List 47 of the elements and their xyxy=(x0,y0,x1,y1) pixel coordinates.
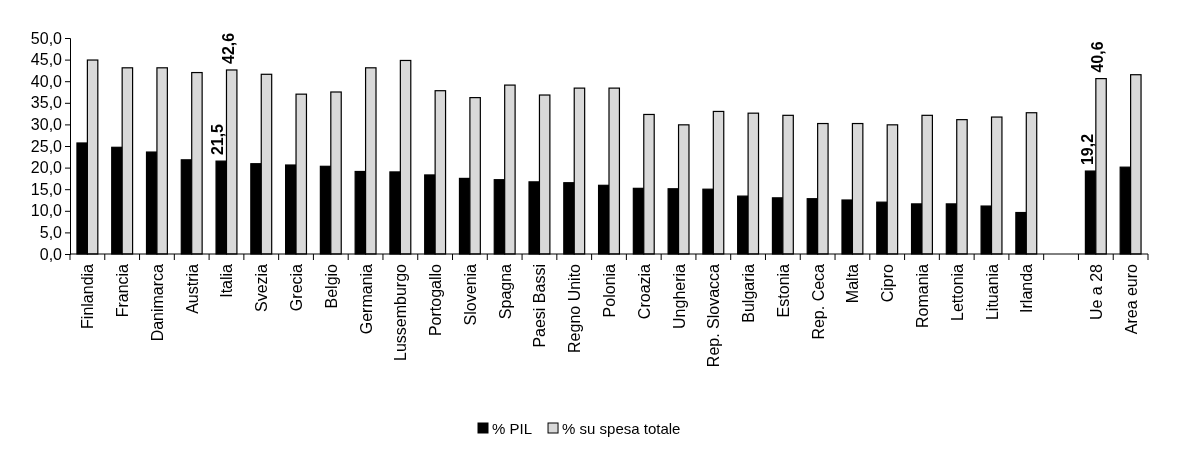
y-tick-label: 25,0 xyxy=(30,137,63,155)
x-tick-label: Austria xyxy=(183,263,201,314)
x-tick-label: Belgio xyxy=(322,263,340,309)
y-tick-label: 50,0 xyxy=(30,29,63,47)
y-tick-label: 5,0 xyxy=(39,224,63,242)
x-tick-label: Ungheria xyxy=(670,263,688,329)
x-tick-label: Rep. Ceca xyxy=(809,263,827,340)
x-tick-label: Regno Unito xyxy=(566,263,584,353)
x-tick-label: Ue a 28 xyxy=(1087,263,1105,321)
x-tick-label: Romania xyxy=(913,263,931,329)
x-tick-label: Croazia xyxy=(635,263,653,320)
x-tick-label: Lettonia xyxy=(948,263,966,321)
y-tick-label: 30,0 xyxy=(30,116,63,134)
x-tick-label: Cipro xyxy=(879,263,897,303)
x-tick-label: Bulgaria xyxy=(740,263,758,323)
y-tick-label: 20,0 xyxy=(30,159,63,177)
x-tick-label: Germania xyxy=(357,263,375,335)
x-tick-label: Portogallo xyxy=(427,263,445,337)
x-tick-label: Irlanda xyxy=(1018,263,1036,313)
x-tick-label: Italia xyxy=(218,263,236,298)
x-tick-label: Malta xyxy=(844,263,862,304)
x-tick-label: Rep. Slovacca xyxy=(705,263,723,368)
x-tick-label: Danimarca xyxy=(148,263,166,342)
x-tick-label: Lituania xyxy=(983,263,1001,321)
y-tick-label: 40,0 xyxy=(30,72,63,90)
legend-label: % su spesa totale xyxy=(562,420,681,437)
x-tick-label: Estonia xyxy=(774,263,792,318)
x-tick-label: Spagna xyxy=(496,263,514,320)
legend-label: % PIL xyxy=(492,420,533,437)
x-tick-label: Polonia xyxy=(601,263,618,318)
y-tick-label: 0,0 xyxy=(39,245,63,263)
y-tick-label: 15,0 xyxy=(30,180,63,198)
x-tick-label: Svezia xyxy=(253,263,271,313)
y-tick-label: 45,0 xyxy=(30,51,63,69)
x-tick-label: Finlandia xyxy=(79,263,97,329)
x-tick-label: Lussemburgo xyxy=(392,263,410,361)
data-label: 19,2 xyxy=(1078,133,1096,166)
data-label: 42,6 xyxy=(219,32,237,64)
x-tick-label: Grecia xyxy=(288,263,306,312)
y-tick-label: 35,0 xyxy=(30,94,63,112)
y-tick-label: 10,0 xyxy=(30,202,63,220)
x-tick-label: Area euro xyxy=(1122,263,1140,335)
data-label: 21,5 xyxy=(209,123,227,156)
x-tick-label: Francia xyxy=(114,263,132,318)
data-label: 40,6 xyxy=(1089,41,1107,73)
x-tick-label: Paesi Bassi xyxy=(531,264,549,348)
x-tick-label: Slovenia xyxy=(461,263,479,326)
